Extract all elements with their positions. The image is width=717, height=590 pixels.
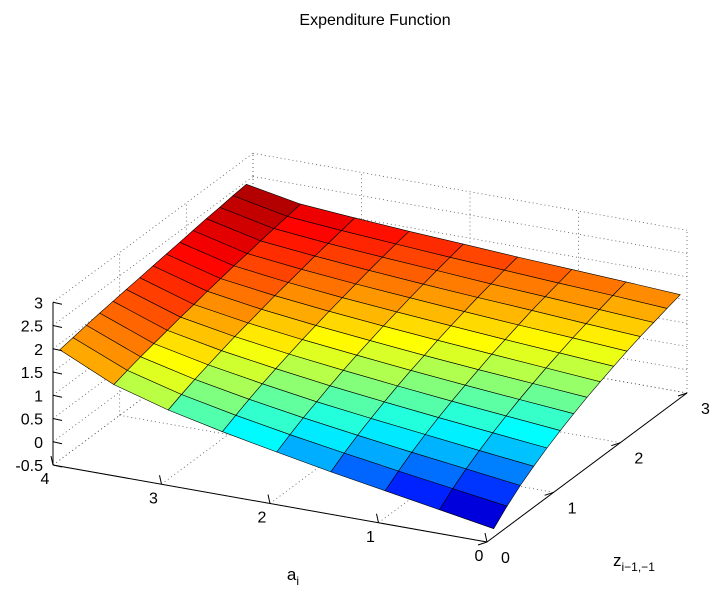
surface-patch xyxy=(439,488,508,530)
z-tick-label: 2 xyxy=(34,342,43,359)
y-tick-label: 2 xyxy=(634,451,643,468)
y-tick-label: 1 xyxy=(568,500,577,517)
chart-title: Expenditure Function xyxy=(299,12,450,29)
x-tick-mark xyxy=(376,513,379,523)
x-tick-label: 3 xyxy=(149,490,158,507)
tick-labels: 0 1 2 3 4 0 1 2 3 -0.5 0 0.5 1 1.5 2 2.5 3 xyxy=(15,295,710,567)
grid-line xyxy=(252,152,688,231)
x-tick-label: 2 xyxy=(258,510,267,527)
y-tick-label: 0 xyxy=(501,550,510,567)
y-tick-label: 3 xyxy=(701,401,710,418)
y-tick-mark xyxy=(611,442,621,447)
grid-line xyxy=(52,176,254,326)
z-tick-mark xyxy=(52,394,63,398)
z-tick-label: 2.5 xyxy=(21,319,43,336)
x-tick-label: 1 xyxy=(366,529,375,546)
x-tick-mark xyxy=(159,475,162,485)
grid-line xyxy=(52,152,254,303)
grid-line xyxy=(252,176,688,254)
z-tick-label: 0.5 xyxy=(21,412,43,429)
z-tick-mark xyxy=(52,348,63,352)
x-tick-label: 4 xyxy=(41,471,50,488)
z-tick-label: 1 xyxy=(34,388,43,405)
x-tick-mark xyxy=(267,494,271,504)
x-tick-mark xyxy=(50,455,54,466)
z-tick-mark xyxy=(52,371,63,375)
z-tick-label: -0.5 xyxy=(15,458,43,475)
z-tick-label: 3 xyxy=(34,295,43,312)
y-tick-mark xyxy=(477,541,488,546)
z-tick-mark xyxy=(52,418,63,421)
axis-lines xyxy=(50,301,688,546)
y-tick-mark xyxy=(677,392,688,397)
y-axis-label: zi−1,−1 xyxy=(613,551,655,574)
surface-mesh xyxy=(59,184,681,530)
z-tick-mark xyxy=(52,464,63,468)
z-tick-label: 0 xyxy=(34,435,43,452)
x-axis-label: ai xyxy=(287,565,299,588)
y-axis-line xyxy=(486,392,688,543)
x-tick-mark xyxy=(484,532,488,543)
x-tick-label: 0 xyxy=(475,548,484,565)
z-tick-mark xyxy=(52,441,63,445)
z-tick-label: 1.5 xyxy=(21,365,43,382)
z-tick-mark xyxy=(52,301,63,305)
z-tick-mark xyxy=(52,325,63,328)
y-tick-mark xyxy=(544,491,554,496)
